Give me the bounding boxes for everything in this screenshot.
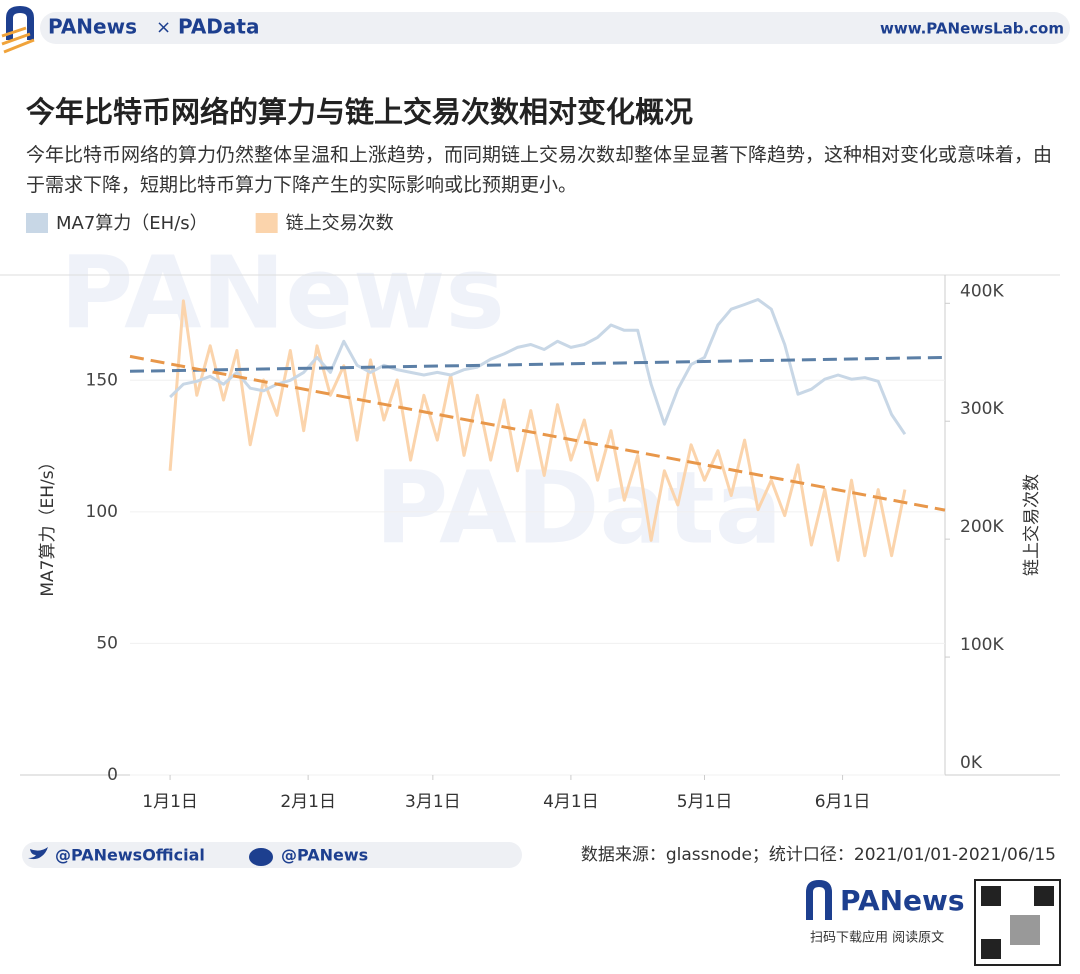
qr-pattern (1010, 915, 1040, 945)
qr-block (981, 939, 1001, 959)
y2-axis-title: 链上交易次数 (1022, 474, 1042, 576)
qr-block (1034, 886, 1054, 906)
x-tick-label: 6月1日 (815, 792, 871, 812)
brand: PAData (178, 15, 259, 39)
legend-swatch (26, 213, 48, 233)
header-bar (40, 12, 1070, 44)
plot: 0 50 100 150 0K 100K 200K 300K 400K 1月1日 2月1日 3月1日 4… (0, 274, 1060, 812)
y2-tick-label: 0K (960, 753, 983, 773)
trend-line (129, 355, 946, 373)
x-tick-label: 4月1日 (543, 792, 599, 812)
y2-tick-label: 100K (960, 635, 1004, 655)
watermark: PANews (60, 234, 505, 351)
cta[interactable]: 扫码下载应用 阅读原文 (810, 930, 944, 946)
chart-title: 今年比特币网络的算力与链上交易次数相对变化概况 (26, 95, 693, 129)
watermark: PAData (375, 449, 782, 566)
logo-stripes (1, 26, 35, 54)
series-line (169, 298, 907, 436)
x-tick-label: 2月1日 (280, 792, 336, 812)
legend-swatch (255, 213, 278, 233)
legend-label: MA7算力（EH/s） (56, 213, 208, 234)
subtitle-box: 今年比特币网络的算力仍然整体呈温和上涨趋势，而同期链上交易次数却整体呈显著下降趋… (26, 144, 1053, 196)
x-tick-label: 3月1日 (405, 792, 461, 812)
brand: PANews (48, 15, 137, 39)
watermarks: PANews PAData (60, 234, 782, 566)
qr-block (981, 886, 1001, 906)
separator: × (156, 17, 171, 38)
trend-line (129, 354, 946, 512)
site: www.PANewsLab.com (880, 20, 1064, 38)
twitter-handle[interactable]: @PANewsOfficial (55, 846, 205, 865)
twitter-icon (28, 847, 48, 860)
series-line (168, 299, 907, 562)
weibo-handle[interactable]: @PANews (281, 846, 368, 865)
footer-brand: PANews (840, 884, 965, 917)
y-axis-title: MA7算力（EH/s） (38, 453, 58, 596)
legend-label: 链上交易次数 (286, 213, 394, 234)
y-tick-label: 100 (86, 502, 118, 522)
y-tick-label: 150 (86, 370, 118, 390)
x-tick-label: 5月1日 (677, 792, 733, 812)
y2-tick-label: 400K (960, 281, 1004, 301)
y2-tick-label: 300K (960, 399, 1004, 419)
chart-subtitle: 今年比特币网络的算力仍然整体呈温和上涨趋势，而同期链上交易次数却整体呈显著下降趋… (26, 144, 1053, 196)
logo (806, 880, 832, 920)
weibo-icon (249, 848, 273, 866)
y-tick-label: 0 (107, 765, 118, 785)
y-tick-label: 50 (96, 633, 118, 653)
source-note: 数据来源：glassnode；统计口径：2021/01/01-2021/06/1… (581, 845, 1056, 865)
y2-tick-label: 200K (960, 517, 1004, 537)
x-tick-label: 1月1日 (142, 792, 198, 812)
